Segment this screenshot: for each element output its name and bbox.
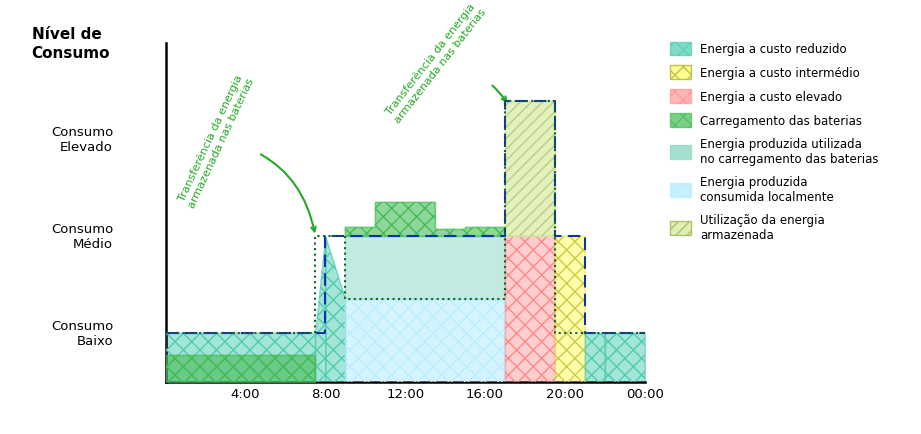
Text: Nível de
Consumo: Nível de Consumo: [31, 26, 111, 61]
Text: Transferência da energia
armazenada nas baterias: Transferência da energia armazenada nas …: [383, 0, 507, 125]
Text: Transferência da energia
armazenada nas baterias: Transferência da energia armazenada nas …: [176, 71, 316, 232]
Legend: Energia a custo reduzido, Energia a custo intermédio, Energia a custo elevado, C: Energia a custo reduzido, Energia a cust…: [670, 43, 879, 241]
